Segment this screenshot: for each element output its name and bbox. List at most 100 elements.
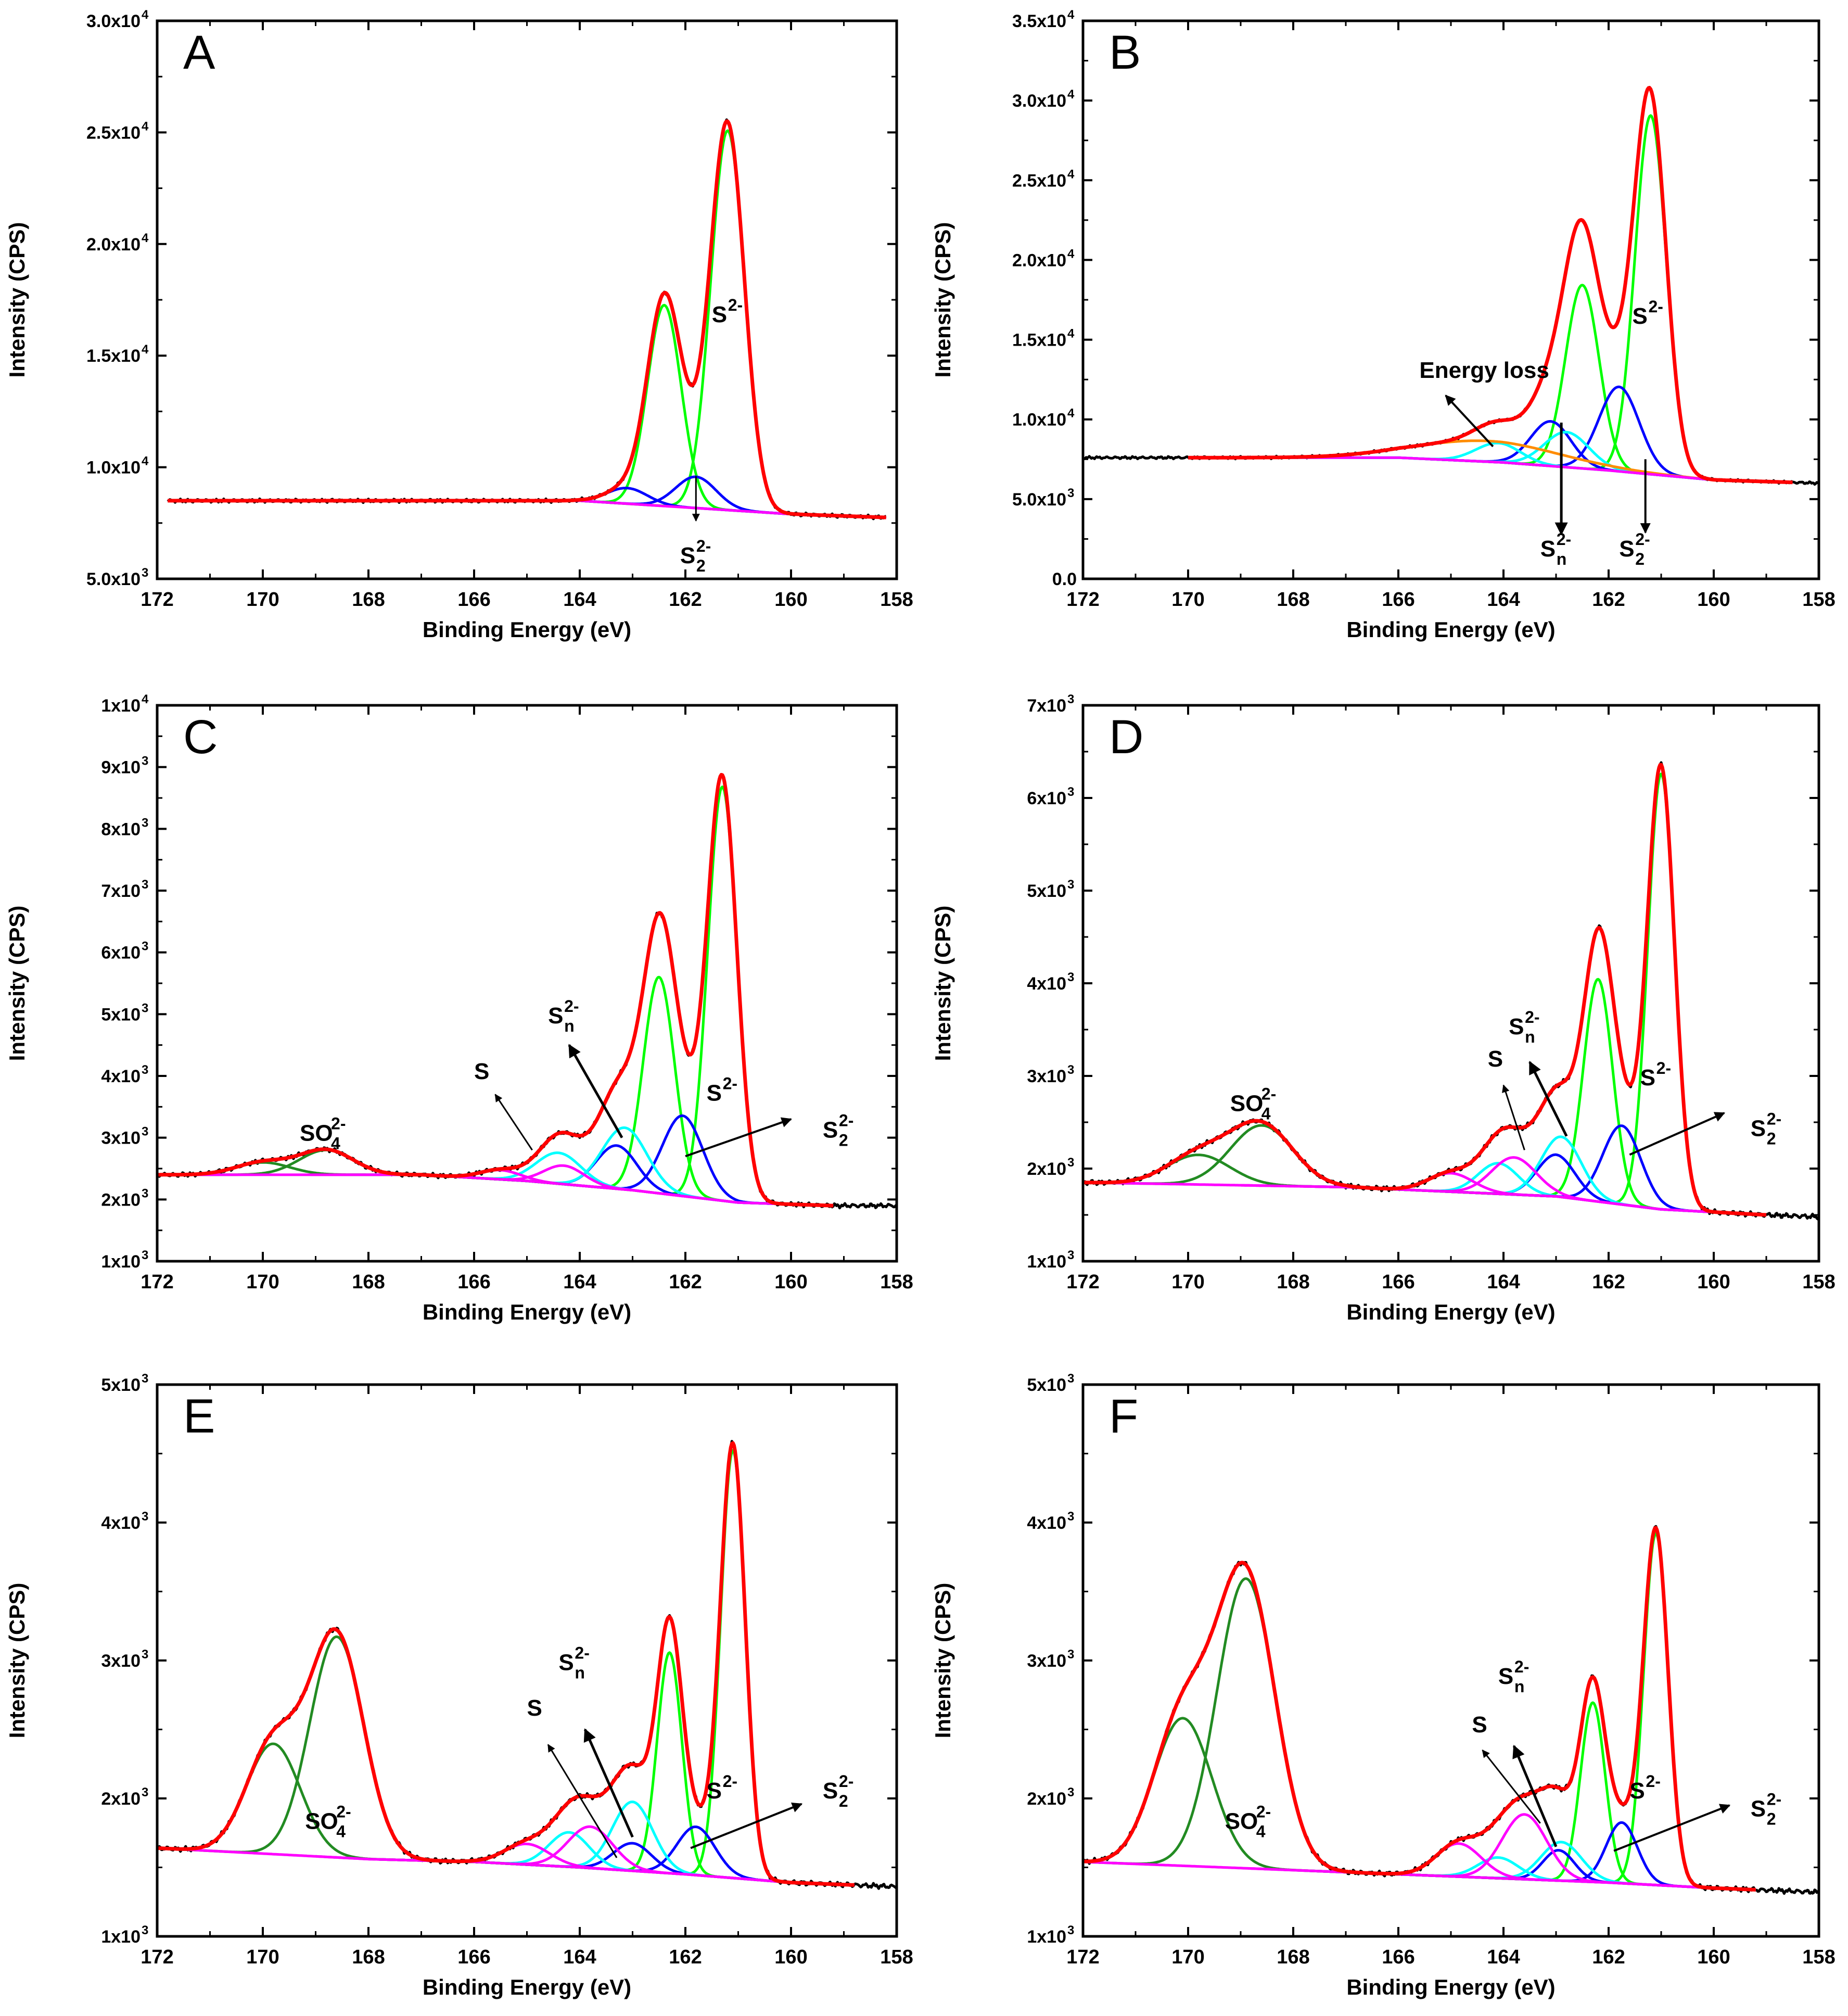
y-tick-exponent: 3 (1067, 1248, 1074, 1262)
y-tick-exponent: 4 (142, 692, 149, 706)
y-tick-label: 0.0 (1052, 569, 1077, 589)
y-tick-exponent: 3 (1067, 1510, 1074, 1524)
x-tick-label: 164 (563, 1271, 596, 1293)
x-tick-label: 162 (669, 1946, 702, 1968)
species-subscript: 2 (839, 1131, 848, 1150)
fit-envelope-line (157, 772, 834, 1208)
y-tick-label: 1.5x10 (86, 346, 141, 366)
species-label: S2- (1632, 297, 1663, 329)
species-charge: 2- (575, 1644, 589, 1663)
y-tick-exponent: 3 (1067, 1923, 1074, 1937)
y-tick-exponent: 3 (142, 1001, 148, 1015)
y-tick-exponent: 3 (1067, 692, 1074, 706)
y-tick-label: 1x10 (1027, 1252, 1066, 1272)
species-label: S2- (712, 296, 743, 327)
x-tick-label: 170 (1171, 1946, 1204, 1968)
y-tick-label: 7x10 (101, 881, 141, 901)
y-tick-exponent: 3 (1067, 1372, 1074, 1386)
y-tick-label: 3x10 (101, 1129, 141, 1148)
fit-envelope-line (1083, 763, 1767, 1217)
y-tick-label: 3x10 (1027, 1651, 1066, 1671)
y-tick-label: 5x10 (101, 1375, 141, 1395)
annotation-arrow (685, 1117, 792, 1158)
x-tick-label: 168 (352, 589, 385, 611)
annotation-arrow (1445, 395, 1494, 448)
species-charge: 2- (1256, 1802, 1271, 1821)
x-tick-label: 170 (1171, 1271, 1204, 1293)
x-tick-label: 168 (352, 1271, 385, 1293)
background-line (1083, 1181, 1767, 1216)
y-tick-label: 3x10 (101, 1651, 141, 1671)
species-charge: 2- (1646, 1772, 1660, 1791)
species-charge: 2- (839, 1772, 853, 1791)
y-tick-exponent: 3 (142, 754, 148, 768)
y-tick-exponent: 3 (1067, 1785, 1074, 1799)
annotation-arrow (1528, 1061, 1568, 1137)
component-peak-1 (505, 303, 823, 517)
x-tick-label: 160 (1697, 1271, 1730, 1293)
y-tick-label: 5.0x10 (1012, 490, 1066, 510)
annotation-arrow (690, 1802, 803, 1849)
x-tick-label: 164 (1487, 1271, 1520, 1293)
plot-frame (1081, 1383, 1820, 1938)
species-charge: 2- (1514, 1657, 1529, 1676)
y-axis-title: Intensity (CPS) (931, 906, 955, 1061)
species-label: SO2-4 (305, 1802, 351, 1841)
y-tick-exponent: 3 (142, 940, 148, 954)
species-label: S2-n (548, 997, 579, 1035)
y-tick-label: 1.5x10 (1012, 331, 1066, 350)
y-tick-label: 4x10 (1027, 974, 1066, 994)
x-tick-label: 168 (1277, 1946, 1309, 1968)
y-tick-exponent: 3 (142, 1248, 148, 1262)
x-tick-label: 172 (141, 1946, 173, 1968)
y-tick-exponent: 3 (142, 1647, 148, 1662)
x-tick-label: 170 (246, 1946, 279, 1968)
x-tick-label: 164 (563, 589, 596, 611)
species-charge: 2- (1767, 1790, 1781, 1808)
x-tick-label: 160 (774, 589, 807, 611)
fit-envelope-line (157, 1441, 856, 1887)
species-subscript: n (1557, 550, 1567, 568)
species-subscript: n (564, 1017, 575, 1035)
species-charge: 2- (1656, 1059, 1671, 1077)
y-tick-label: 3x10 (1027, 1067, 1066, 1086)
component-peak-3 (426, 1144, 807, 1207)
x-tick-label: 160 (1697, 1946, 1730, 1968)
x-tick-label: 168 (352, 1946, 385, 1968)
annotation-arrow (1482, 1749, 1541, 1824)
species-label: SO2-4 (1225, 1802, 1271, 1841)
x-tick-label: 166 (1382, 589, 1414, 611)
x-axis-title: Binding Energy (eV) (1346, 617, 1555, 642)
y-tick-label: 4x10 (1027, 1513, 1066, 1533)
y-tick-exponent: 3 (142, 1923, 148, 1937)
y-tick-exponent: 4 (142, 8, 149, 22)
y-tick-exponent: 3 (142, 1186, 148, 1200)
y-tick-exponent: 4 (1067, 167, 1075, 181)
species-subscript: n (1514, 1677, 1525, 1696)
species-charge: 2- (1648, 297, 1663, 316)
y-tick-label: 2.0x10 (86, 235, 141, 255)
y-tick-label: 2x10 (1027, 1159, 1066, 1179)
species-label: S2-n (1540, 530, 1571, 568)
y-tick-label: 2.5x10 (86, 123, 141, 143)
component-peak-8 (1083, 1577, 1520, 1881)
species-subscript: n (1525, 1028, 1535, 1046)
x-tick-label: 160 (1697, 589, 1730, 611)
x-tick-label: 166 (457, 1271, 490, 1293)
y-tick-exponent: 3 (142, 1372, 148, 1386)
y-tick-label: 2x10 (1027, 1789, 1066, 1809)
y-tick-label: 2x10 (101, 1789, 141, 1809)
species-label: S (1472, 1712, 1487, 1738)
y-tick-label: 4x10 (101, 1513, 141, 1533)
species-charge: 2- (1635, 530, 1650, 549)
species-charge: 2- (1557, 530, 1571, 549)
species-subscript: 4 (331, 1134, 340, 1153)
y-tick-label: 2.0x10 (1012, 250, 1066, 270)
x-tick-label: 172 (141, 589, 173, 611)
x-tick-label: 164 (563, 1946, 596, 1968)
component-peak-9 (1083, 1717, 1457, 1878)
x-axis-title: Binding Energy (eV) (1346, 1975, 1555, 1999)
